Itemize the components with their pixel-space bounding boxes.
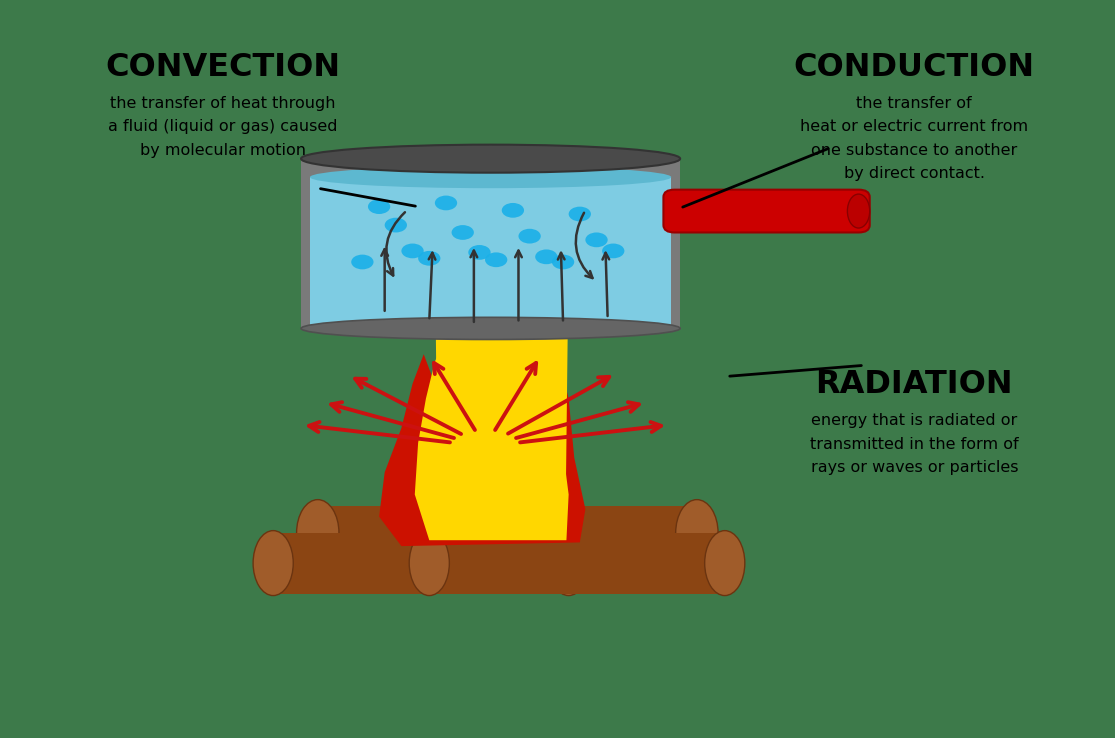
Polygon shape [460, 295, 510, 539]
Ellipse shape [676, 500, 718, 566]
Text: CONVECTION: CONVECTION [106, 52, 340, 83]
Ellipse shape [549, 531, 589, 596]
Text: RADIATION: RADIATION [815, 369, 1014, 400]
Ellipse shape [409, 531, 449, 596]
Circle shape [485, 252, 507, 267]
Circle shape [385, 218, 407, 232]
Text: CONDUCTION: CONDUCTION [794, 52, 1035, 83]
Ellipse shape [310, 166, 671, 188]
Circle shape [368, 199, 390, 214]
Ellipse shape [847, 194, 870, 228]
Circle shape [452, 225, 474, 240]
Polygon shape [514, 317, 568, 539]
Polygon shape [497, 299, 546, 539]
Ellipse shape [297, 500, 339, 566]
Circle shape [585, 232, 608, 247]
Text: the transfer of heat through
a fluid (liquid or gas) caused
by molecular motion: the transfer of heat through a fluid (li… [108, 96, 338, 158]
Text: the transfer of
heat or electric current from
one substance to another
by direct: the transfer of heat or electric current… [801, 96, 1028, 181]
Polygon shape [379, 325, 585, 546]
Circle shape [351, 255, 374, 269]
Circle shape [602, 244, 624, 258]
Polygon shape [310, 177, 671, 328]
Polygon shape [318, 506, 697, 561]
Ellipse shape [301, 317, 680, 339]
FancyBboxPatch shape [663, 190, 870, 232]
Polygon shape [301, 159, 680, 328]
Circle shape [435, 196, 457, 210]
Circle shape [401, 244, 424, 258]
Circle shape [552, 255, 574, 269]
Polygon shape [273, 533, 569, 594]
Circle shape [468, 245, 491, 260]
Ellipse shape [301, 145, 680, 173]
Polygon shape [436, 314, 489, 539]
Circle shape [418, 251, 440, 266]
Ellipse shape [705, 531, 745, 596]
Text: energy that is radiated or
transmitted in the form of
rays or waves or particles: energy that is radiated or transmitted i… [809, 413, 1019, 475]
Polygon shape [429, 533, 725, 594]
Circle shape [518, 229, 541, 244]
Circle shape [535, 249, 558, 264]
Polygon shape [482, 280, 526, 539]
Circle shape [569, 207, 591, 221]
Polygon shape [415, 321, 569, 540]
Circle shape [502, 203, 524, 218]
Ellipse shape [253, 531, 293, 596]
